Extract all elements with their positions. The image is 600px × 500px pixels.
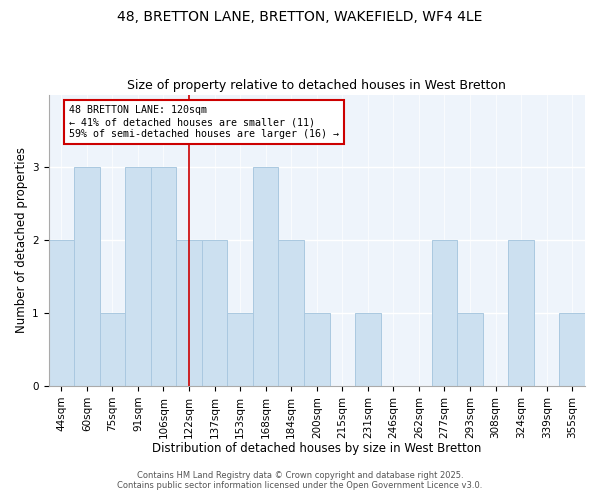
Bar <box>74 168 100 386</box>
Title: Size of property relative to detached houses in West Bretton: Size of property relative to detached ho… <box>127 79 506 92</box>
Bar <box>457 313 483 386</box>
Text: Contains HM Land Registry data © Crown copyright and database right 2025.
Contai: Contains HM Land Registry data © Crown c… <box>118 470 482 490</box>
Bar <box>432 240 457 386</box>
Y-axis label: Number of detached properties: Number of detached properties <box>15 148 28 334</box>
Bar <box>100 313 125 386</box>
Bar <box>559 313 585 386</box>
Bar <box>176 240 202 386</box>
Text: 48 BRETTON LANE: 120sqm
← 41% of detached houses are smaller (11)
59% of semi-de: 48 BRETTON LANE: 120sqm ← 41% of detache… <box>69 106 339 138</box>
Bar <box>304 313 329 386</box>
Bar <box>253 168 278 386</box>
Bar <box>278 240 304 386</box>
X-axis label: Distribution of detached houses by size in West Bretton: Distribution of detached houses by size … <box>152 442 481 455</box>
Bar <box>508 240 534 386</box>
Bar <box>49 240 74 386</box>
Bar <box>202 240 227 386</box>
Bar <box>355 313 380 386</box>
Bar <box>125 168 151 386</box>
Text: 48, BRETTON LANE, BRETTON, WAKEFIELD, WF4 4LE: 48, BRETTON LANE, BRETTON, WAKEFIELD, WF… <box>118 10 482 24</box>
Bar <box>151 168 176 386</box>
Bar <box>227 313 253 386</box>
